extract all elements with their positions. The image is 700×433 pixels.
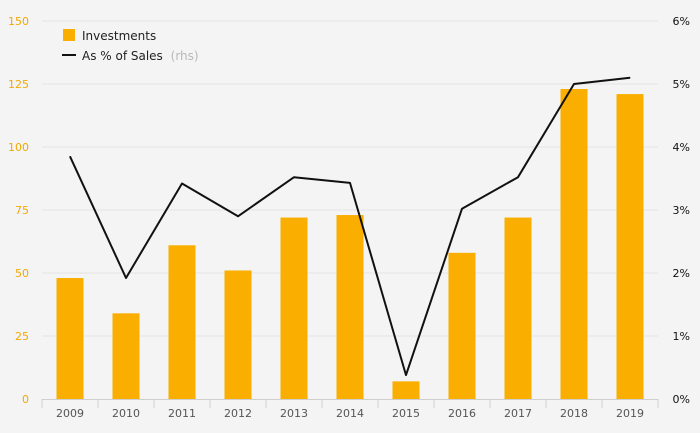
line-point-2018: [573, 83, 575, 85]
bar-2015: [392, 381, 420, 399]
x-tick-label-2013: 2013: [280, 407, 308, 420]
legend-label-rhs-suffix: (rhs): [171, 49, 199, 63]
line-point-2013: [293, 176, 295, 178]
y-right-tick-label-6: 6%: [673, 15, 690, 28]
bar-2011: [168, 245, 196, 399]
y-right-tick-label-3: 3%: [673, 204, 690, 217]
line-series-as-pct-of-sales: [69, 76, 631, 377]
x-axis: 2009 2010 2011 2012 2013 2014 2015 2016 2017 2018…: [41, 399, 659, 420]
y-right-tick-label-4: 4%: [673, 141, 690, 154]
bar-2013: [280, 217, 308, 399]
bar-2019: [616, 94, 644, 399]
bar-2012: [224, 270, 252, 399]
legend-label-as-pct-of-sales-main: As % of Sales: [82, 49, 163, 63]
y-right-tick-label-1: 1%: [673, 330, 690, 343]
x-tick-label-2010: 2010: [112, 407, 140, 420]
y-left-tick-label-25: 25: [15, 330, 29, 343]
line-point-2011: [181, 183, 183, 185]
y-left-tick-label-50: 50: [15, 267, 29, 280]
bar-2018: [560, 89, 588, 399]
line-point-2017: [517, 176, 519, 178]
bar-series-investments: [56, 89, 644, 399]
x-tick-label-2012: 2012: [224, 407, 252, 420]
legend-swatch-investments: [63, 29, 75, 41]
line-point-2015: [405, 374, 407, 376]
x-tick-label-2015: 2015: [392, 407, 420, 420]
line-point-2009: [69, 155, 71, 157]
x-tick-label-2019: 2019: [616, 407, 644, 420]
y-right-tick-label-5: 5%: [673, 78, 690, 91]
bar-2014: [336, 215, 364, 399]
y-left-tick-label-150: 150: [8, 15, 29, 28]
bar-2010: [112, 313, 140, 399]
y-left-tick-label-0: 0: [22, 393, 29, 406]
y-axis-right: 0% 1% 2% 3% 4% 5% 6%: [673, 15, 690, 406]
y-left-tick-label-100: 100: [8, 141, 29, 154]
bar-2017: [504, 217, 532, 399]
x-tick-label-2009: 2009: [56, 407, 84, 420]
x-tick-label-2016: 2016: [448, 407, 476, 420]
line-point-2016: [461, 208, 463, 210]
x-tick-label-2017: 2017: [504, 407, 532, 420]
y-right-tick-label-2: 2%: [673, 267, 690, 280]
bar-2009: [56, 278, 84, 399]
bar-2016: [448, 252, 476, 399]
y-left-tick-label-75: 75: [15, 204, 29, 217]
x-tick-label-2018: 2018: [560, 407, 588, 420]
line-point-2014: [349, 182, 351, 184]
line-point-2012: [237, 215, 239, 217]
y-axis-left: 0 25 50 75 100 125 150: [8, 15, 29, 406]
legend-label-as-pct-of-sales: As % of Sales (rhs): [82, 49, 199, 63]
legend-label-investments: Investments: [82, 29, 156, 43]
x-tick-label-2011: 2011: [168, 407, 196, 420]
line-point-2019: [629, 77, 631, 79]
y-left-tick-label-125: 125: [8, 78, 29, 91]
legend: Investments As % of Sales (rhs): [62, 29, 199, 63]
line-point-2010: [125, 277, 127, 279]
y-right-tick-label-0: 0%: [673, 393, 690, 406]
x-tick-label-2014: 2014: [336, 407, 364, 420]
